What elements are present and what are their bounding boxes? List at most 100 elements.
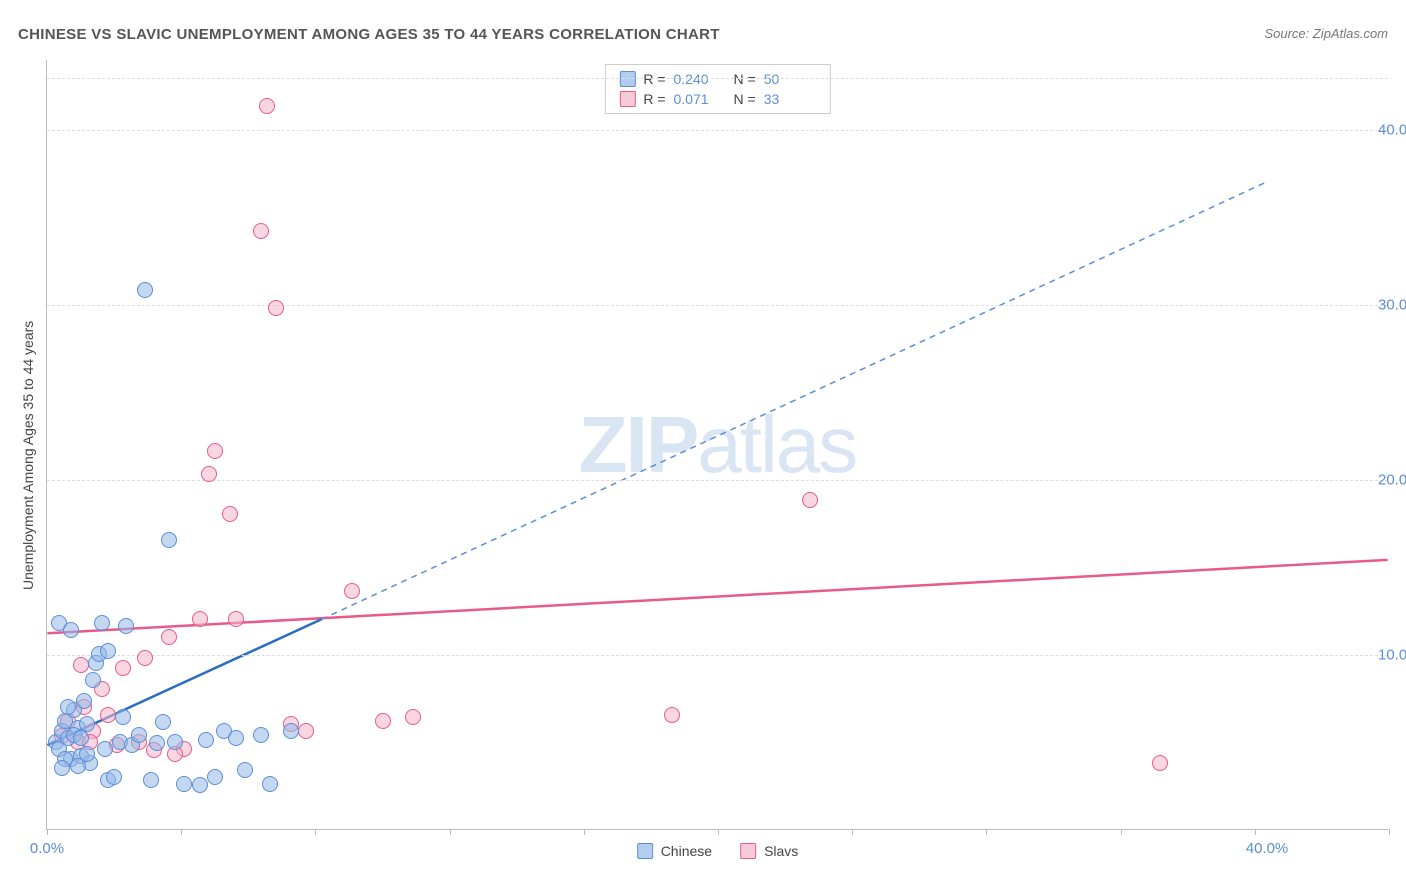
scatter-point <box>155 714 171 730</box>
scatter-point <box>115 709 131 725</box>
scatter-point <box>131 727 147 743</box>
y-tick-label: 20.0% <box>1378 472 1406 489</box>
trend-line <box>47 560 1387 633</box>
scatter-point <box>237 762 253 778</box>
scatter-point <box>137 282 153 298</box>
scatter-point <box>63 622 79 638</box>
scatter-point <box>167 734 183 750</box>
x-tick-label-left: 0.0% <box>30 840 64 857</box>
scatter-point <box>73 730 89 746</box>
scatter-point <box>137 650 153 666</box>
scatter-point <box>54 760 70 776</box>
x-tick <box>181 829 182 835</box>
x-tick <box>315 829 316 835</box>
scatter-point <box>161 629 177 645</box>
legend-label-chinese: Chinese <box>661 843 712 859</box>
scatter-point <box>298 723 314 739</box>
scatter-point <box>262 776 278 792</box>
scatter-point <box>222 506 238 522</box>
r-label: R = <box>643 71 665 87</box>
scatter-point <box>100 707 116 723</box>
r-chinese: 0.240 <box>674 71 726 87</box>
scatter-point <box>79 746 95 762</box>
correlation-legend: R = 0.240 N = 50 R = 0.071 N = 33 <box>604 64 830 114</box>
scatter-point <box>253 223 269 239</box>
scatter-point <box>192 611 208 627</box>
n-label: N = <box>734 91 756 107</box>
scatter-point <box>405 709 421 725</box>
swatch-pink-icon <box>619 91 635 107</box>
y-tick-label: 30.0% <box>1378 297 1406 314</box>
n-chinese: 50 <box>764 71 816 87</box>
x-tick <box>718 829 719 835</box>
scatter-point <box>161 532 177 548</box>
scatter-point <box>283 723 299 739</box>
scatter-point <box>207 443 223 459</box>
scatter-point <box>118 618 134 634</box>
scatter-point <box>73 657 89 673</box>
gridline <box>47 480 1388 481</box>
scatter-point <box>198 732 214 748</box>
watermark-rest: atlas <box>697 400 856 489</box>
y-axis-label: Unemployment Among Ages 35 to 44 years <box>20 321 36 590</box>
scatter-point <box>228 611 244 627</box>
scatter-point <box>149 735 165 751</box>
chart-container: CHINESE VS SLAVIC UNEMPLOYMENT AMONG AGE… <box>0 0 1406 892</box>
x-tick <box>1121 829 1122 835</box>
scatter-point <box>253 727 269 743</box>
plot-area: ZIPatlas R = 0.240 N = 50 R = 0.071 N = … <box>46 60 1388 830</box>
scatter-point <box>100 643 116 659</box>
legend-item-chinese: Chinese <box>637 843 712 859</box>
n-label: N = <box>734 71 756 87</box>
gridline <box>47 130 1388 131</box>
x-tick <box>450 829 451 835</box>
x-tick <box>1255 829 1256 835</box>
scatter-point <box>76 693 92 709</box>
y-tick-label: 10.0% <box>1378 647 1406 664</box>
x-tick <box>584 829 585 835</box>
legend-item-slavs: Slavs <box>740 843 798 859</box>
swatch-pink-icon <box>740 843 756 859</box>
legend-row-slavs: R = 0.071 N = 33 <box>619 89 815 109</box>
scatter-point <box>375 713 391 729</box>
chart-title: CHINESE VS SLAVIC UNEMPLOYMENT AMONG AGE… <box>18 26 720 43</box>
x-tick <box>852 829 853 835</box>
scatter-point <box>664 707 680 723</box>
scatter-point <box>802 492 818 508</box>
gridline <box>47 655 1388 656</box>
x-tick <box>986 829 987 835</box>
scatter-point <box>1152 755 1168 771</box>
scatter-point <box>106 769 122 785</box>
watermark-bold: ZIP <box>579 400 697 489</box>
gridline <box>47 305 1388 306</box>
watermark: ZIPatlas <box>579 399 856 491</box>
y-tick-label: 40.0% <box>1378 122 1406 139</box>
scatter-point <box>344 583 360 599</box>
trend-lines-svg <box>47 60 1388 829</box>
gridline <box>47 78 1388 79</box>
x-tick-label-right: 40.0% <box>1246 840 1289 857</box>
scatter-point <box>228 730 244 746</box>
r-label: R = <box>643 91 665 107</box>
scatter-point <box>115 660 131 676</box>
legend-row-chinese: R = 0.240 N = 50 <box>619 69 815 89</box>
r-slavs: 0.071 <box>674 91 726 107</box>
scatter-point <box>143 772 159 788</box>
trend-line <box>322 182 1266 619</box>
scatter-point <box>201 466 217 482</box>
source-attribution: Source: ZipAtlas.com <box>1264 26 1388 41</box>
x-tick <box>47 829 48 835</box>
scatter-point <box>176 776 192 792</box>
series-legend: Chinese Slavs <box>637 843 799 859</box>
scatter-point <box>259 98 275 114</box>
scatter-point <box>60 699 76 715</box>
scatter-point <box>207 769 223 785</box>
scatter-point <box>85 672 101 688</box>
legend-label-slavs: Slavs <box>764 843 798 859</box>
swatch-blue-icon <box>637 843 653 859</box>
scatter-point <box>192 777 208 793</box>
n-slavs: 33 <box>764 91 816 107</box>
scatter-point <box>94 615 110 631</box>
scatter-point <box>268 300 284 316</box>
x-tick <box>1389 829 1390 835</box>
